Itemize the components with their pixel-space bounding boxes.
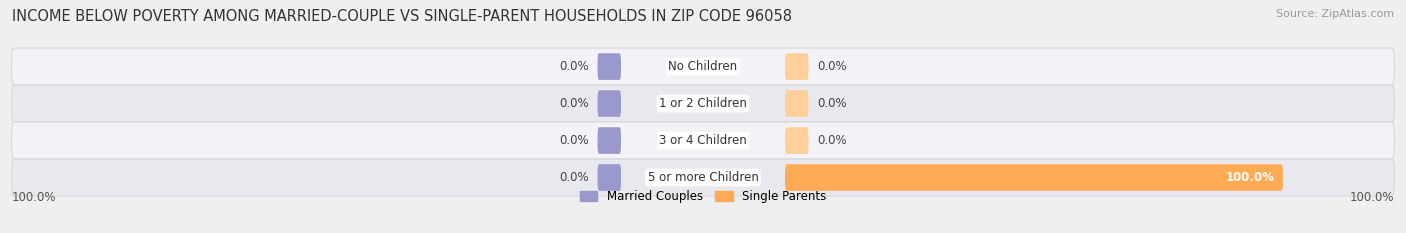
Text: 0.0%: 0.0% [560,97,589,110]
Text: No Children: No Children [668,60,738,73]
FancyBboxPatch shape [785,53,808,80]
Text: 5 or more Children: 5 or more Children [648,171,758,184]
Text: Source: ZipAtlas.com: Source: ZipAtlas.com [1277,9,1395,19]
Text: INCOME BELOW POVERTY AMONG MARRIED-COUPLE VS SINGLE-PARENT HOUSEHOLDS IN ZIP COD: INCOME BELOW POVERTY AMONG MARRIED-COUPL… [11,9,792,24]
FancyBboxPatch shape [598,53,621,80]
FancyBboxPatch shape [785,90,808,117]
FancyBboxPatch shape [598,164,621,191]
Text: 100.0%: 100.0% [1225,171,1274,184]
Legend: Married Couples, Single Parents: Married Couples, Single Parents [579,190,827,203]
Text: 0.0%: 0.0% [817,97,846,110]
FancyBboxPatch shape [785,127,808,154]
Text: 0.0%: 0.0% [817,60,846,73]
Text: 0.0%: 0.0% [560,134,589,147]
Text: 0.0%: 0.0% [560,171,589,184]
Text: 100.0%: 100.0% [1350,191,1395,204]
FancyBboxPatch shape [598,90,621,117]
FancyBboxPatch shape [11,85,1395,122]
Text: 0.0%: 0.0% [560,60,589,73]
Text: 100.0%: 100.0% [11,191,56,204]
FancyBboxPatch shape [11,48,1395,85]
FancyBboxPatch shape [11,159,1395,196]
FancyBboxPatch shape [785,164,1282,191]
Text: 0.0%: 0.0% [817,134,846,147]
Text: 1 or 2 Children: 1 or 2 Children [659,97,747,110]
FancyBboxPatch shape [598,127,621,154]
FancyBboxPatch shape [11,122,1395,159]
Text: 3 or 4 Children: 3 or 4 Children [659,134,747,147]
